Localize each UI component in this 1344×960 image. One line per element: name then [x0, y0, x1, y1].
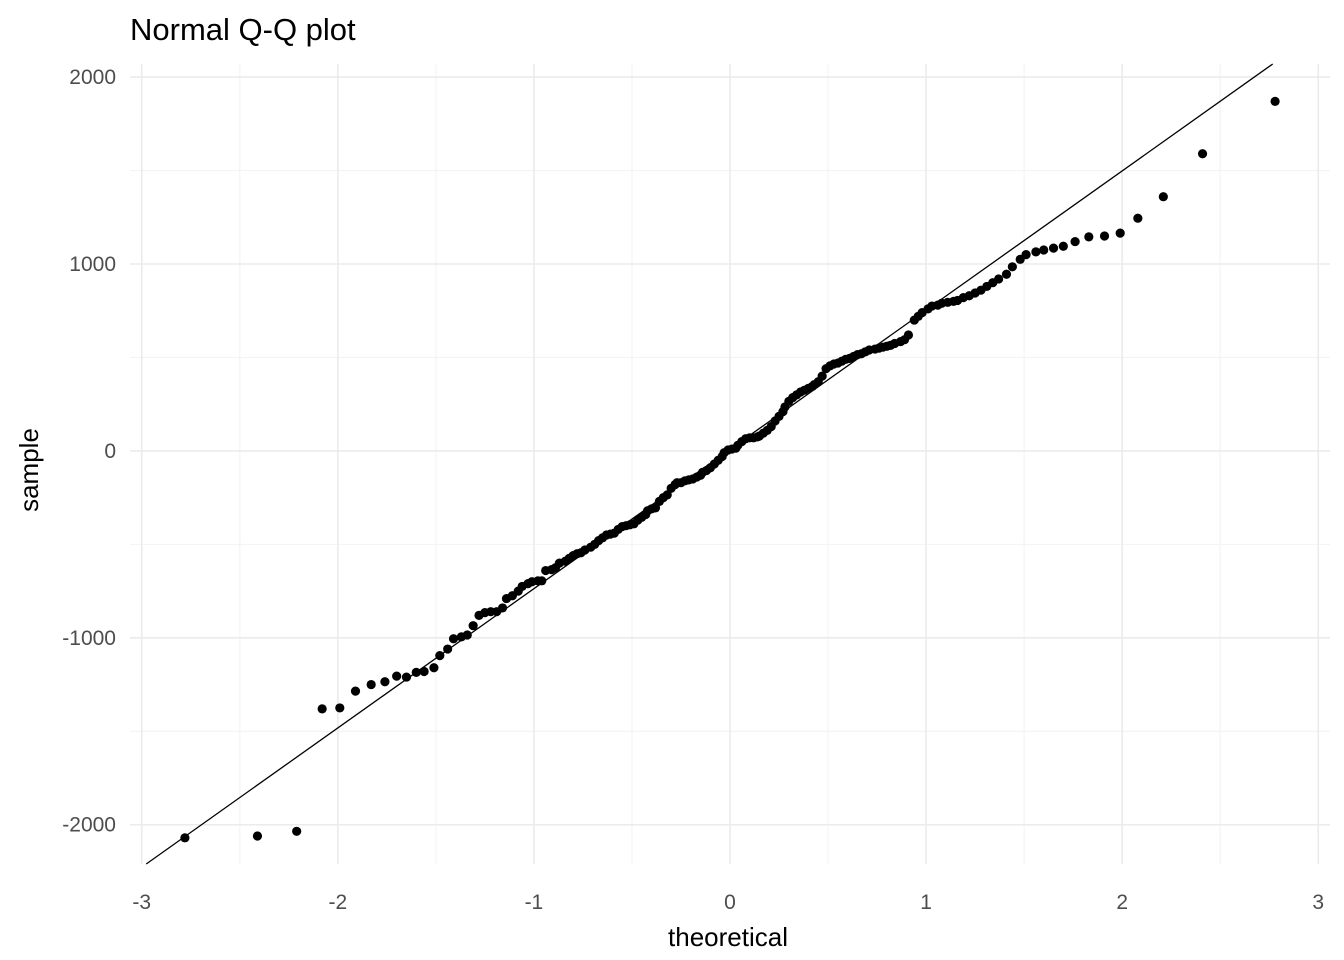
- data-point: [1158, 192, 1168, 202]
- data-point: [1031, 247, 1041, 257]
- data-point: [335, 703, 345, 713]
- x-tick-label: 3: [1312, 891, 1324, 914]
- data-point: [1270, 96, 1280, 106]
- data-point: [1084, 232, 1094, 242]
- data-point: [903, 330, 914, 340]
- data-point: [411, 667, 421, 678]
- data-point: [1115, 228, 1125, 238]
- data-point: [435, 650, 445, 661]
- data-point: [317, 704, 327, 714]
- data-point: [252, 831, 263, 841]
- major-gridlines: [130, 64, 1330, 864]
- data-point: [1197, 149, 1208, 159]
- data-points: [180, 96, 1280, 843]
- chart-title: Normal Q-Q plot: [130, 12, 356, 47]
- data-point: [392, 671, 402, 681]
- data-point: [537, 576, 547, 586]
- data-point: [180, 833, 190, 843]
- data-point: [350, 686, 361, 696]
- y-tick-label: -2000: [62, 814, 116, 837]
- data-point: [1021, 250, 1031, 260]
- x-tick-label: -3: [132, 891, 151, 914]
- y-axis-title: sample: [14, 428, 44, 512]
- x-tick-label: 0: [724, 891, 736, 914]
- data-point: [448, 634, 459, 644]
- x-tick-label: -1: [525, 891, 544, 914]
- y-tick-label: -1000: [62, 627, 116, 650]
- data-point: [497, 603, 508, 613]
- data-point: [419, 666, 429, 677]
- y-tick-label: 0: [104, 440, 116, 463]
- data-point: [1133, 213, 1143, 223]
- data-point: [462, 630, 472, 640]
- x-tick-label: 1: [920, 891, 932, 914]
- data-point: [1048, 243, 1059, 253]
- data-point: [817, 371, 827, 381]
- y-tick-label: 2000: [69, 66, 116, 89]
- data-point: [366, 679, 376, 690]
- data-point: [292, 826, 302, 836]
- data-point: [1039, 245, 1049, 255]
- x-axis-title: theoretical: [668, 922, 788, 952]
- data-point: [1099, 231, 1110, 241]
- data-point: [994, 274, 1004, 284]
- data-point: [1007, 262, 1017, 272]
- data-point: [429, 663, 439, 673]
- data-point: [468, 621, 478, 631]
- data-point: [1001, 269, 1012, 279]
- x-tick-label: -2: [328, 891, 347, 914]
- x-tick-label: 2: [1116, 891, 1128, 914]
- data-point: [401, 672, 412, 682]
- data-point: [1058, 241, 1068, 251]
- data-point: [1070, 236, 1080, 247]
- data-point: [443, 644, 453, 654]
- data-point: [380, 677, 390, 687]
- y-axis-ticks: -2000 -1000 0 1000 2000: [62, 66, 116, 837]
- x-axis-ticks: -3 -2 -1 0 1 2 3: [132, 891, 1324, 914]
- y-tick-label: 1000: [69, 253, 116, 276]
